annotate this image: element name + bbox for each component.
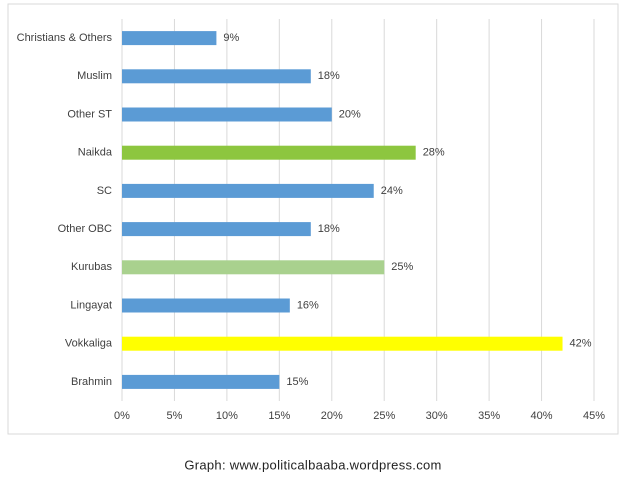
x-tick-label: 0% [114, 410, 130, 422]
y-tick-label: Muslim [77, 70, 112, 82]
value-label: 42% [570, 338, 592, 350]
y-tick-label: Brahmin [71, 376, 112, 388]
x-tick-label: 15% [268, 410, 290, 422]
value-label: 25% [391, 261, 413, 273]
y-tick-label: Other OBC [58, 223, 112, 235]
x-tick-label: 10% [216, 410, 238, 422]
bar [122, 183, 374, 198]
bar [122, 69, 311, 84]
y-tick-label: Naikda [78, 147, 113, 159]
bar [122, 107, 332, 122]
value-label: 28% [423, 147, 445, 159]
x-tick-label: 45% [583, 410, 605, 422]
bar [122, 374, 280, 389]
bar [122, 298, 290, 313]
value-label: 24% [381, 185, 403, 197]
y-tick-label: Kurubas [71, 261, 112, 273]
x-tick-label: 5% [166, 410, 182, 422]
y-tick-label: Other ST [67, 108, 112, 120]
y-tick-label: Vokkaliga [65, 338, 113, 350]
value-label: 18% [318, 223, 340, 235]
x-tick-label: 25% [373, 410, 395, 422]
x-tick-label: 30% [426, 410, 448, 422]
value-label: 9% [223, 32, 239, 44]
y-tick-label: SC [97, 185, 112, 197]
bar [122, 260, 385, 275]
x-tick-label: 20% [321, 410, 343, 422]
caption: Graph: www.politicalbaaba.wordpress.com [184, 457, 441, 472]
value-label: 18% [318, 70, 340, 82]
bar [122, 336, 563, 351]
bar [122, 31, 217, 46]
y-tick-label: Lingayat [70, 299, 112, 311]
x-tick-label: 40% [531, 410, 553, 422]
chart-frame [7, 3, 619, 435]
bar [122, 145, 416, 160]
bar [122, 222, 311, 237]
x-tick-label: 35% [478, 410, 500, 422]
value-label: 20% [339, 108, 361, 120]
y-tick-label: Christians & Others [17, 32, 113, 44]
value-label: 16% [297, 299, 319, 311]
value-label: 15% [286, 376, 308, 388]
